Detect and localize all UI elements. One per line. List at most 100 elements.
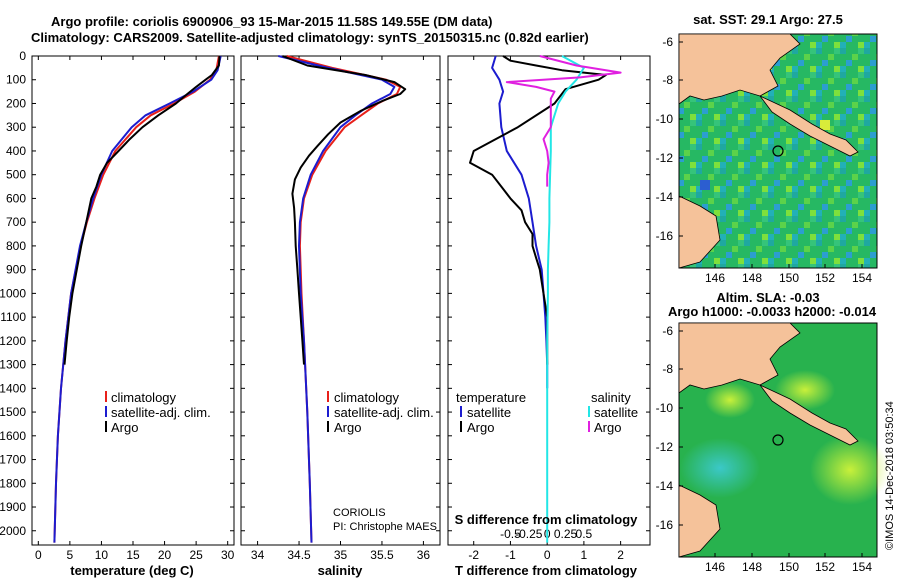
depth-tick-label: 1900 — [0, 500, 26, 514]
depth-tick-label: 600 — [6, 191, 26, 205]
depth-tick-label: 900 — [6, 263, 26, 277]
s-tick-label: -0.5 — [500, 527, 521, 541]
difference-xlabel: T difference from climatology — [455, 563, 638, 578]
legend-argo: Argo — [334, 420, 361, 435]
x-tick-label: 30 — [221, 548, 235, 562]
land-peninsula — [759, 95, 859, 157]
difference-panel: -2 -1 0 1 2-0.5-0.25 0 0.250.5 — [447, 55, 651, 562]
series-salinity-satellite — [546, 55, 585, 543]
series-argo — [63, 55, 221, 365]
depth-tick-label: 1500 — [0, 405, 26, 419]
x-tick-label: 15 — [126, 548, 140, 562]
legend-s-satellite: satellite — [594, 405, 638, 420]
map-y-tick-label: -16 — [656, 229, 674, 243]
map-y-tick-label: -8 — [662, 73, 673, 87]
x-tick-label: 1 — [581, 548, 588, 562]
sla-map — [678, 322, 890, 558]
temperature-panel: 0 5 10 15 20 25 30 — [31, 55, 235, 562]
legend-temperature-title: temperature — [456, 390, 526, 405]
legend-climatology: climatology — [111, 390, 177, 405]
legend-t-argo: Argo — [467, 420, 494, 435]
map-x-tick-label: 154 — [852, 271, 872, 285]
legend-climatology: climatology — [334, 390, 400, 405]
series-salinity-argo — [505, 55, 622, 187]
map-y-tick-label: -12 — [656, 151, 674, 165]
map-y-tick-label: -12 — [656, 440, 674, 454]
depth-tick-label: 1700 — [0, 453, 26, 467]
plot-frame — [240, 55, 441, 546]
map-x-tick-label: 148 — [742, 560, 762, 574]
map-y-tick-label: -10 — [656, 401, 674, 415]
map-x-tick-label: 146 — [705, 560, 725, 574]
map-y-tick-label: -16 — [656, 518, 674, 532]
legend-satellite: satellite-adj. clim. — [334, 405, 434, 420]
coriolis-label: CORIOLIS — [333, 507, 386, 519]
map-bottom-axes: 146 148 150 152 154 -6 -8 -10 -12 -14 -16 — [656, 324, 873, 574]
series-climatology — [286, 55, 402, 543]
x-tick-label: -1 — [505, 548, 516, 562]
depth-tick-label: 100 — [6, 73, 26, 87]
x-tick-label: 25 — [189, 548, 203, 562]
map-x-tick-label: 152 — [815, 271, 835, 285]
map-bottom-title-2: Argo h1000: -0.0033 h2000: -0.014 — [668, 304, 877, 319]
map-x-tick-label: 154 — [852, 560, 872, 574]
map-x-tick-label: 150 — [779, 560, 799, 574]
salinity-panel: 34 34.5 35 35.5 36 — [240, 55, 441, 562]
difference-legend: temperature satellite Argo salinity sate… — [456, 390, 638, 435]
map-y-tick-label: -6 — [662, 35, 673, 49]
map-y-tick-label: -6 — [662, 324, 673, 338]
series-satellite-adj-clim- — [278, 55, 396, 543]
x-tick-label: -2 — [468, 548, 479, 562]
x-tick-label: 34.5 — [287, 548, 311, 562]
s-tick-label: 0.25 — [554, 527, 578, 541]
salinity-legend: climatology satellite-adj. clim. Argo — [327, 390, 434, 435]
map-x-tick-label: 150 — [779, 271, 799, 285]
plot-frame — [447, 55, 651, 546]
s-tick-label: -0.25 — [515, 527, 543, 541]
depth-tick-label: 1400 — [0, 381, 26, 395]
depth-tick-label: 1800 — [0, 476, 26, 490]
series-temperature-satellite — [491, 55, 549, 389]
series-temperature-argo — [469, 55, 607, 365]
temperature-legend: climatology satellite-adj. clim. Argo — [105, 390, 211, 435]
s-tick-label: 0.5 — [576, 527, 593, 541]
x-tick-label: 0 — [544, 548, 551, 562]
x-tick-label: 2 — [617, 548, 624, 562]
map-top-axes: 146 148 150 152 154 -6 -8 -10 -12 -14 -16 — [656, 35, 873, 285]
depth-tick-label: 1300 — [0, 358, 26, 372]
x-tick-label: 35 — [334, 548, 348, 562]
map-y-tick-label: -8 — [662, 362, 673, 376]
sst-cool-patch — [700, 180, 710, 190]
salinity-xlabel: salinity — [318, 563, 364, 578]
map-y-tick-label: -14 — [656, 479, 674, 493]
depth-tick-label: 1600 — [0, 429, 26, 443]
map-x-tick-label: 148 — [742, 271, 762, 285]
depth-tick-label: 1000 — [0, 286, 26, 300]
depth-tick-label: 200 — [6, 96, 26, 110]
title-line-2: Climatology: CARS2009. Satellite-adjuste… — [31, 30, 589, 45]
map-y-tick-label: -10 — [656, 112, 674, 126]
x-tick-label: 5 — [67, 548, 74, 562]
x-tick-label: 36 — [417, 548, 431, 562]
land-australia — [678, 484, 721, 558]
footer-timestamp: ©IMOS 14-Dec-2018 03:50:34 — [884, 401, 896, 550]
land-australia — [678, 195, 721, 269]
x-tick-label: 0 — [35, 548, 42, 562]
depth-tick-label: 300 — [6, 120, 26, 134]
map-bottom-title-1: Altim. SLA: -0.03 — [716, 290, 819, 305]
difference-top-xlabel: S difference from climatology — [455, 512, 639, 527]
pi-label: PI: Christophe MAES — [333, 521, 437, 533]
sst-map — [678, 33, 878, 269]
depth-tick-label: 500 — [6, 168, 26, 182]
x-tick-label: 20 — [158, 548, 172, 562]
map-x-tick-label: 146 — [705, 271, 725, 285]
argo-location-marker — [772, 434, 784, 446]
sst-warm-patch — [820, 120, 830, 130]
map-top-title: sat. SST: 29.1 Argo: 27.5 — [693, 12, 843, 27]
temperature-xlabel: temperature (deg C) — [70, 563, 194, 578]
legend-argo: Argo — [111, 420, 138, 435]
depth-tick-label: 1100 — [0, 310, 26, 324]
argo-location-marker — [772, 145, 784, 157]
depth-tick-label: 800 — [6, 239, 26, 253]
